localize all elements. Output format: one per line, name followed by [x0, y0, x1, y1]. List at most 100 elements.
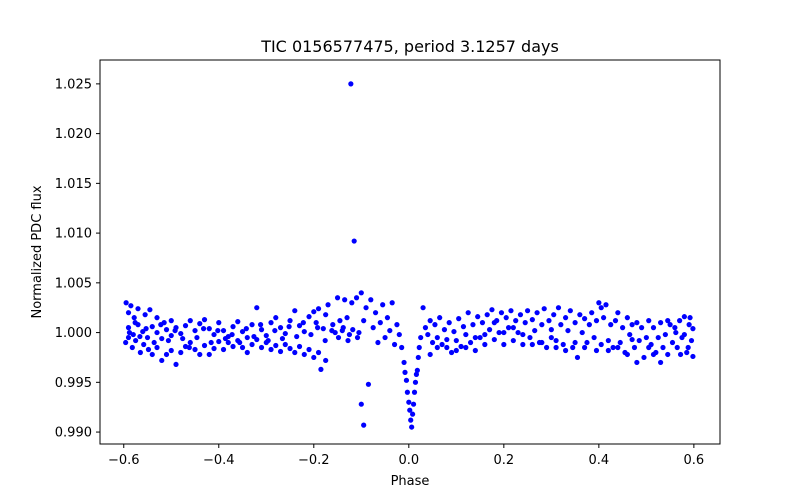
data-point — [142, 312, 148, 318]
data-point — [349, 300, 355, 306]
data-point — [243, 326, 249, 332]
data-point — [147, 307, 153, 313]
data-point — [384, 315, 391, 321]
data-point — [318, 366, 324, 372]
data-point — [206, 326, 212, 332]
data-point — [591, 334, 597, 341]
data-point — [168, 318, 174, 324]
data-point — [132, 320, 138, 326]
data-point — [268, 346, 274, 353]
data-point — [634, 359, 640, 366]
data-point — [273, 342, 279, 349]
data-point — [144, 334, 151, 341]
data-point — [412, 379, 419, 385]
data-point — [308, 331, 314, 338]
data-point — [463, 344, 469, 351]
data-point — [572, 339, 578, 346]
data-point — [541, 306, 547, 312]
data-point — [458, 343, 464, 350]
data-point — [141, 341, 147, 348]
data-point — [572, 320, 578, 326]
data-point — [551, 312, 557, 318]
data-point — [650, 351, 657, 358]
data-point — [510, 337, 516, 344]
data-point — [608, 322, 614, 328]
data-point — [586, 322, 592, 328]
data-point — [601, 315, 607, 321]
data-point — [686, 322, 692, 328]
data-point — [665, 351, 671, 358]
data-point — [410, 401, 417, 407]
data-point — [427, 318, 433, 324]
data-point — [187, 318, 193, 324]
data-point — [660, 344, 666, 351]
data-point — [237, 339, 243, 346]
data-point — [220, 327, 227, 334]
data-point — [615, 344, 621, 351]
data-point — [662, 331, 668, 338]
data-point — [172, 327, 178, 334]
data-point — [539, 322, 545, 328]
data-point — [311, 354, 317, 361]
data-point — [361, 422, 367, 428]
data-point — [658, 359, 664, 366]
data-point — [453, 337, 459, 344]
data-point — [631, 344, 638, 351]
data-point — [282, 341, 288, 348]
data-point — [258, 344, 265, 351]
data-point — [192, 327, 198, 334]
data-point — [674, 344, 680, 351]
data-point — [553, 337, 559, 344]
data-point — [354, 334, 361, 341]
data-point — [337, 318, 343, 324]
data-point — [356, 329, 362, 336]
data-point — [350, 327, 356, 333]
data-point — [562, 315, 569, 321]
data-point — [681, 331, 687, 338]
data-point — [391, 341, 398, 348]
data-point — [427, 351, 433, 358]
data-point — [456, 316, 462, 322]
data-point — [491, 336, 497, 343]
data-point — [348, 81, 354, 87]
data-point — [394, 322, 400, 328]
data-point — [168, 332, 174, 339]
data-point — [673, 329, 679, 336]
data-point — [415, 354, 421, 361]
data-point — [133, 337, 139, 344]
data-point — [329, 327, 335, 334]
data-point — [472, 334, 478, 341]
data-point — [211, 345, 217, 352]
data-point — [301, 351, 307, 358]
data-point — [413, 371, 420, 377]
data-point — [254, 305, 260, 311]
data-point — [615, 310, 621, 316]
data-point — [229, 331, 235, 338]
y-tick-label: 1.025 — [55, 77, 92, 92]
data-point — [681, 314, 687, 320]
data-point — [420, 305, 426, 311]
data-point — [567, 308, 573, 314]
data-point — [482, 331, 488, 338]
data-point — [330, 322, 336, 328]
data-point — [612, 318, 619, 324]
data-point — [201, 317, 208, 323]
data-point — [418, 334, 424, 341]
data-point — [402, 369, 408, 375]
scatter-points — [123, 81, 696, 430]
data-point — [377, 320, 383, 326]
data-point — [448, 349, 455, 356]
data-point — [244, 349, 250, 356]
data-point — [411, 389, 418, 395]
data-point — [684, 349, 690, 356]
data-point — [168, 347, 174, 354]
data-point — [306, 346, 312, 353]
data-point — [149, 324, 155, 330]
data-point — [351, 238, 357, 244]
data-point — [272, 327, 278, 334]
data-point — [482, 341, 488, 348]
data-point — [491, 320, 497, 326]
data-point — [407, 407, 413, 413]
data-point — [143, 326, 149, 332]
data-point — [610, 344, 616, 351]
